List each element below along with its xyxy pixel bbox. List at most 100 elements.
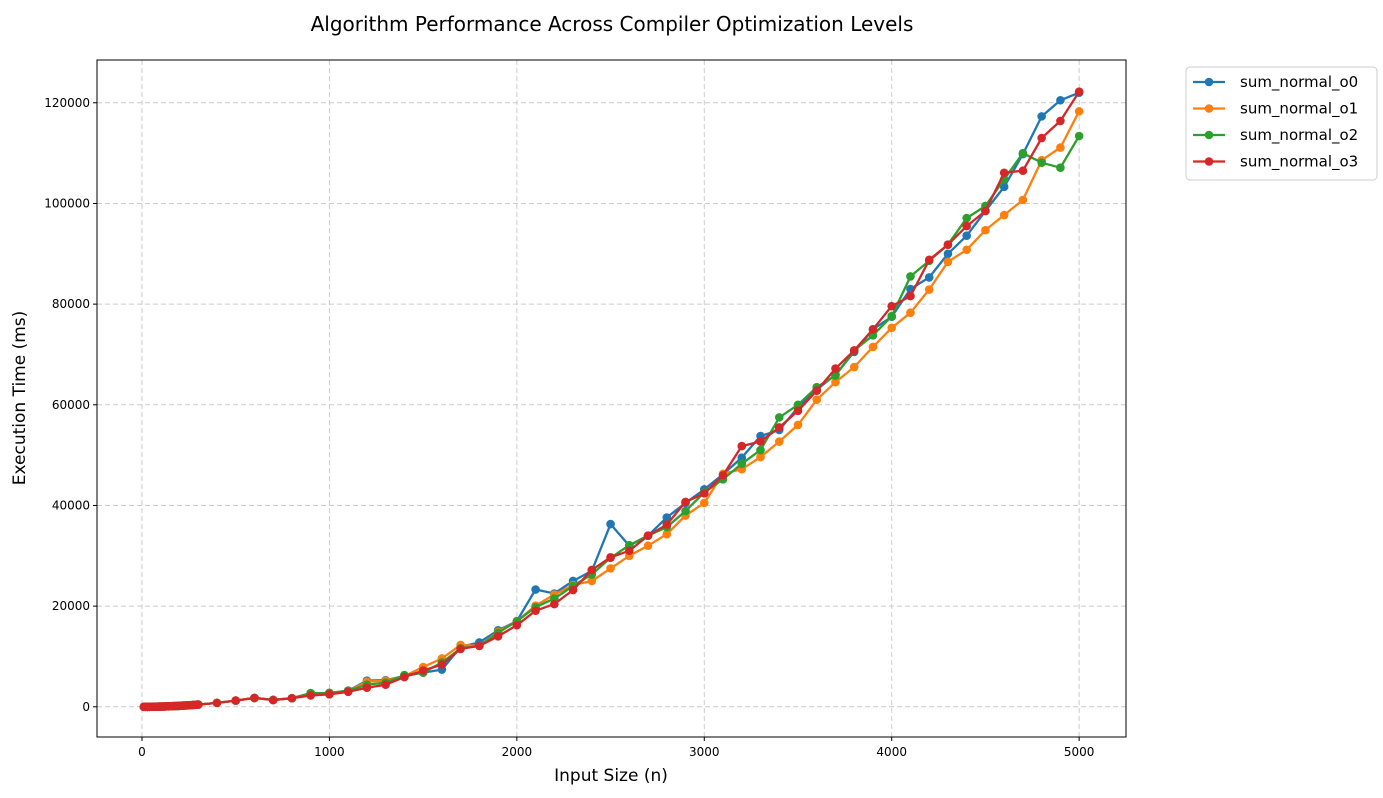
data-point: [1018, 195, 1028, 205]
data-point: [512, 620, 522, 630]
data-point: [699, 489, 709, 498]
data-point: [1056, 116, 1065, 126]
data-point: [475, 641, 484, 651]
plot-area-frame: [96, 59, 1127, 738]
legend-marker: [1204, 104, 1214, 113]
data-point: [1056, 143, 1065, 152]
data-point: [362, 683, 372, 692]
series-sum_normal_o2: [139, 131, 1084, 712]
legend: sum_normal_o0 sum_normal_o1 sum_normal_o2s…: [1185, 66, 1378, 181]
y-tick-label: 60000: [52, 398, 90, 412]
data-point: [831, 371, 840, 380]
y-tick-label: 100000: [44, 196, 90, 210]
legend-item-sum_normal_o1: sum_normal_o1: [1193, 100, 1358, 119]
data-point: [493, 632, 503, 641]
data-point: [662, 529, 672, 539]
data-point: [981, 206, 990, 216]
data-point: [1056, 163, 1065, 173]
data-point: [643, 531, 653, 540]
data-point: [887, 301, 897, 311]
x-axis: 0 1000 2000 3000 4000 5000: [138, 737, 1094, 759]
data-point: [774, 413, 784, 422]
data-point: [906, 308, 915, 317]
data-point: [250, 693, 259, 703]
data-point: [643, 541, 653, 551]
data-point: [924, 285, 934, 294]
x-tick-label: 4000: [876, 745, 907, 759]
series-line: [143, 91, 1080, 708]
series-layer: [139, 87, 1084, 712]
data-point: [887, 311, 897, 321]
data-point: [1037, 133, 1046, 143]
data-point: [568, 585, 578, 595]
data-point: [606, 553, 615, 562]
legend-label: sum_normal_o1: [1240, 100, 1358, 119]
data-point: [906, 291, 915, 301]
data-point: [849, 346, 859, 355]
data-point: [718, 470, 728, 480]
data-point: [550, 599, 559, 609]
data-point: [212, 698, 222, 708]
data-point: [774, 423, 784, 432]
y-tick-label: 80000: [52, 297, 90, 311]
legend-item-sum_normal_o2: sum_normal_o2: [1193, 126, 1358, 145]
data-point: [812, 395, 822, 405]
data-point: [1018, 166, 1028, 176]
data-point: [268, 695, 278, 705]
legend-item-sum_normal_o3: sum_normal_o3: [1193, 153, 1358, 172]
data-point: [793, 406, 803, 416]
data-point: [756, 437, 765, 446]
data-point: [1074, 107, 1084, 116]
x-tick-label: 3000: [689, 745, 720, 759]
y-tick-label: 0: [82, 700, 90, 714]
data-point: [981, 225, 990, 235]
series-line: [143, 91, 1081, 708]
legend-box: [1185, 66, 1378, 181]
data-point: [849, 362, 859, 372]
series-sum_normal_o1: [139, 107, 1084, 712]
data-point: [868, 324, 878, 334]
data-point: [943, 257, 953, 267]
data-point: [793, 420, 803, 430]
data-point: [681, 506, 690, 516]
data-point: [606, 519, 615, 529]
data-point: [1056, 95, 1065, 105]
legend-marker: [1204, 77, 1214, 87]
data-point: [325, 690, 334, 699]
data-point: [831, 377, 840, 387]
series-sum_normal_o3: [139, 87, 1084, 712]
data-point: [606, 564, 615, 573]
data-point: [287, 693, 297, 703]
y-tick-label: 20000: [52, 599, 90, 613]
y-tick-label: 120000: [44, 96, 90, 110]
data-point: [962, 231, 971, 240]
data-point: [962, 213, 971, 223]
data-point: [662, 513, 672, 522]
data-point: [737, 453, 747, 462]
data-point: [868, 342, 878, 352]
x-tick-label: 1000: [314, 745, 345, 759]
data-point: [962, 245, 971, 255]
data-point: [531, 606, 540, 615]
data-point: [999, 182, 1009, 192]
x-tick-label: 5000: [1064, 745, 1095, 759]
data-point: [456, 644, 465, 654]
y-axis: 0 20000 40000 60000 80000 100000 120000: [44, 96, 97, 714]
data-point: [774, 437, 784, 446]
data-point: [1018, 148, 1028, 158]
data-point: [943, 240, 953, 250]
y-tick-label: 40000: [52, 498, 90, 512]
legend-item-sum_normal_o0: sum_normal_o0: [1193, 73, 1358, 92]
data-point: [887, 323, 897, 333]
data-point: [924, 255, 934, 265]
data-point: [1074, 87, 1084, 97]
data-point: [400, 672, 409, 682]
data-point: [343, 687, 353, 697]
y-axis-label: Execution Time (ms): [10, 311, 30, 486]
series-line: [143, 135, 1081, 708]
data-point: [1074, 131, 1084, 141]
data-point: [231, 696, 240, 705]
data-point: [999, 210, 1009, 220]
x-axis-label: Input Size (n): [554, 766, 668, 786]
